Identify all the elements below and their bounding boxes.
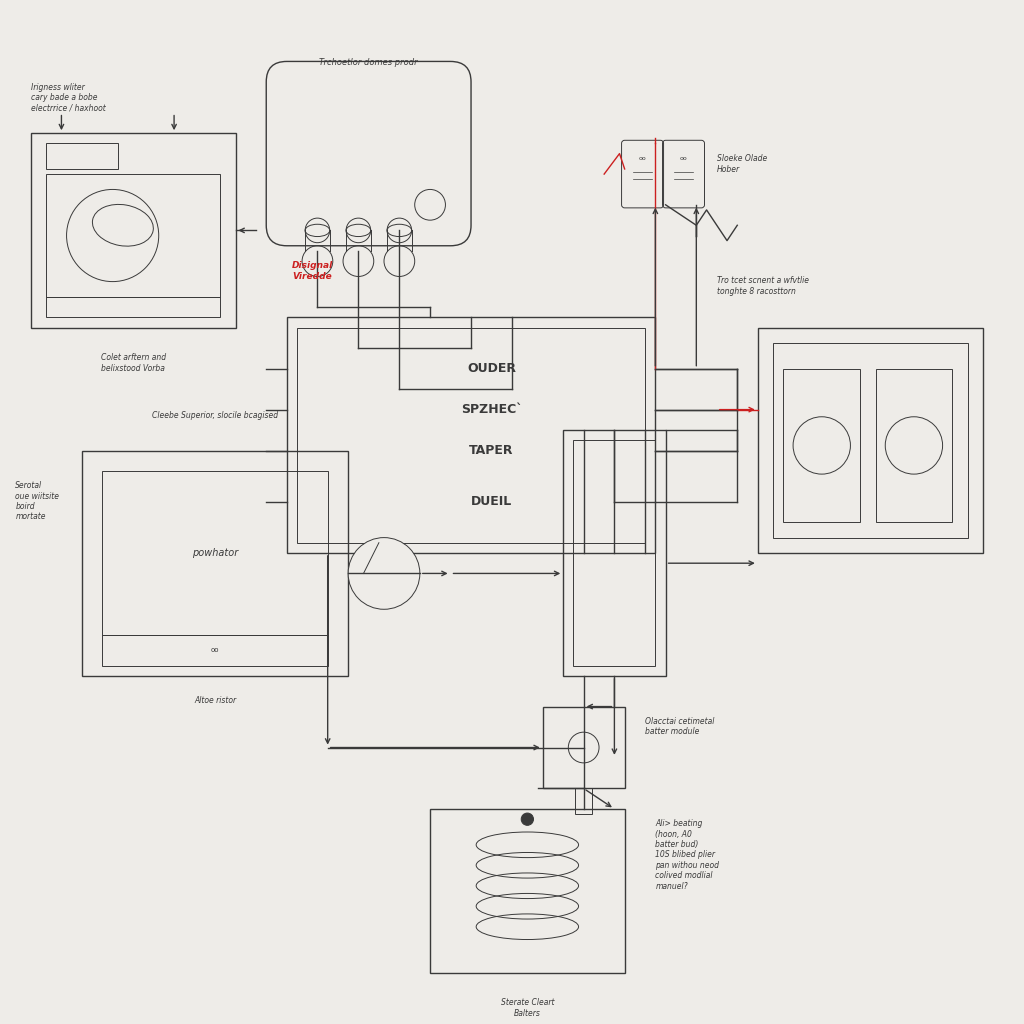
Text: Altoe ristor: Altoe ristor — [194, 696, 237, 706]
Text: Disignal
Viredde: Disignal Viredde — [292, 261, 333, 281]
Text: DUEIL: DUEIL — [471, 496, 512, 508]
Text: powhator: powhator — [191, 548, 239, 558]
Bar — [46, 143, 118, 169]
Text: Irigness wliter
cary bade a bobe
electrrice / haxhoot: Irigness wliter cary bade a bobe electrr… — [31, 83, 105, 113]
Text: oo: oo — [211, 647, 219, 653]
Bar — [575, 788, 592, 814]
Bar — [46, 174, 220, 297]
Text: Trchoetlor domes prodr: Trchoetlor domes prodr — [319, 57, 418, 67]
Text: Cleebe Superior, slocile bcagised: Cleebe Superior, slocile bcagised — [152, 411, 279, 420]
Text: OUDER: OUDER — [467, 362, 516, 375]
Text: Olacctai cetimetal
batter module: Olacctai cetimetal batter module — [645, 717, 715, 736]
Text: Serotal
oue wiitsite
boird
mortate: Serotal oue wiitsite boird mortate — [15, 481, 59, 521]
Bar — [773, 343, 968, 538]
Text: Colet arftern and
belixstood Vorba: Colet arftern and belixstood Vorba — [100, 353, 166, 373]
Bar — [287, 317, 655, 553]
Text: Sterate Cleart
Balters: Sterate Cleart Balters — [501, 998, 554, 1018]
Text: Tro tcet scnent a wfvtlie
tonghte 8 racosttorn: Tro tcet scnent a wfvtlie tonghte 8 raco… — [717, 276, 809, 296]
Bar — [82, 451, 348, 676]
Bar — [430, 809, 625, 973]
Text: oo: oo — [639, 157, 646, 161]
Bar — [543, 707, 625, 788]
Text: oo: oo — [680, 157, 687, 161]
Circle shape — [521, 813, 534, 825]
Bar — [102, 471, 328, 635]
Bar — [783, 369, 860, 522]
Bar — [876, 369, 952, 522]
Bar — [31, 133, 236, 328]
Text: TAPER: TAPER — [469, 444, 514, 457]
Text: SPZHEC`: SPZHEC` — [461, 403, 522, 416]
Bar — [46, 297, 220, 317]
Circle shape — [348, 538, 420, 609]
Bar — [758, 328, 983, 553]
Bar — [102, 635, 328, 666]
Bar — [297, 328, 645, 543]
Text: Ali> beating
(hoon, A0
batter bud)
10S blibed plier
pan withou neod
colived modl: Ali> beating (hoon, A0 batter bud) 10S b… — [655, 819, 719, 891]
Bar — [573, 440, 655, 666]
Bar — [563, 430, 666, 676]
Text: Sloeke Olade
Hober: Sloeke Olade Hober — [717, 155, 767, 173]
